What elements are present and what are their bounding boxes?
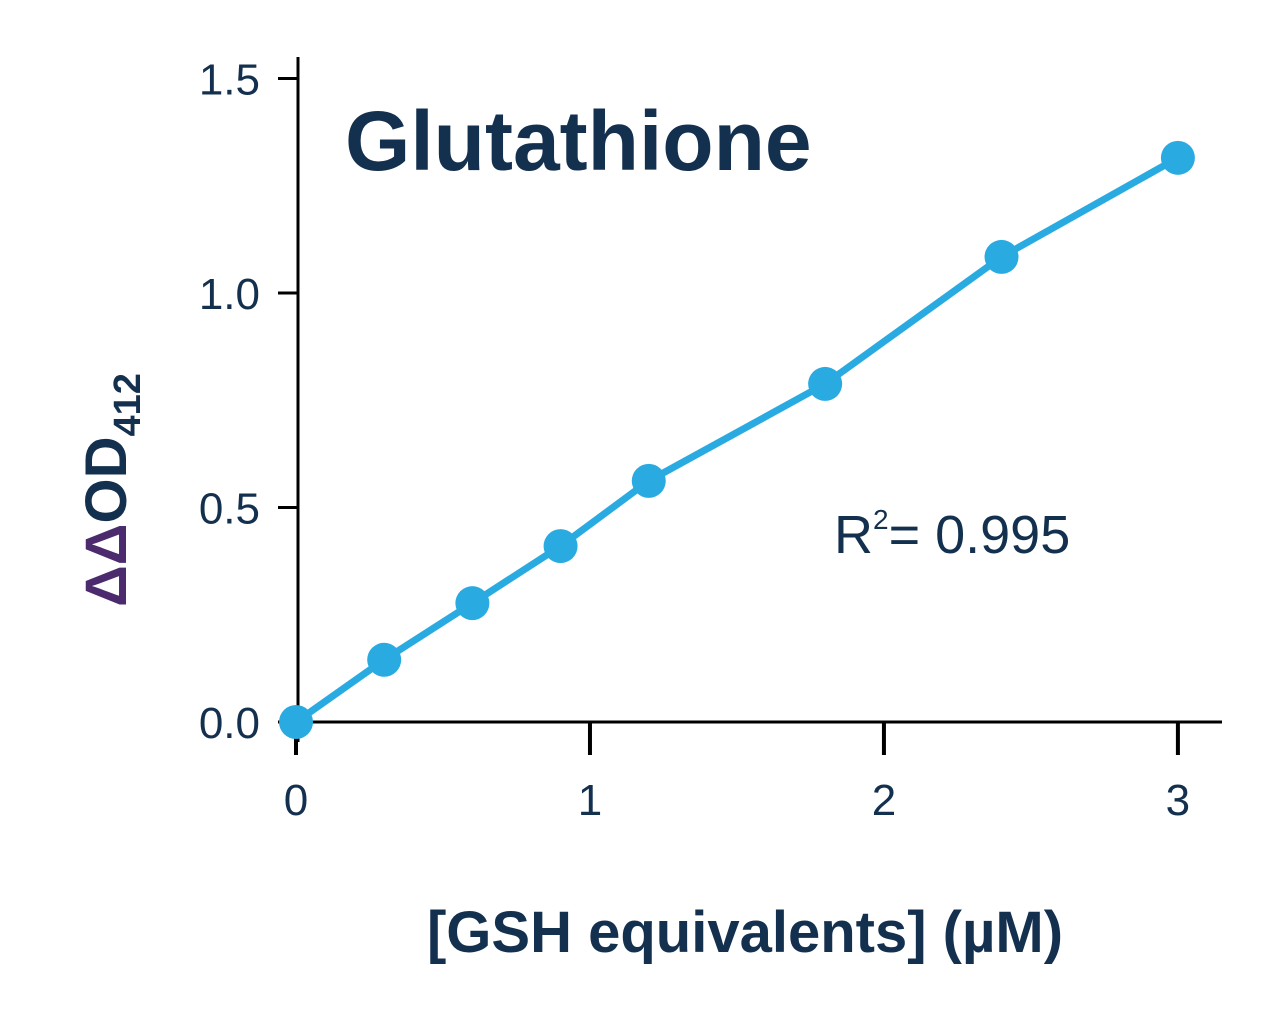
y-tick-label: 1.0 bbox=[199, 270, 260, 319]
data-point bbox=[455, 586, 490, 621]
y-tick-label: 0.0 bbox=[199, 699, 260, 748]
y-tick-label: 0.5 bbox=[199, 484, 260, 533]
x-tick-label: 0 bbox=[284, 776, 308, 825]
y-label-sub: 412 bbox=[107, 373, 149, 436]
data-point bbox=[808, 366, 843, 401]
series-line bbox=[293, 154, 1180, 725]
y-label-delta: ΔΔ bbox=[74, 524, 139, 607]
y-tick-label: 1.5 bbox=[199, 55, 260, 104]
y-axis-label: ΔΔOD412 bbox=[74, 373, 149, 607]
data-point bbox=[984, 239, 1019, 274]
data-point bbox=[367, 642, 402, 677]
annotation-base: R bbox=[834, 505, 873, 565]
annotation-sup: 2 bbox=[873, 504, 889, 535]
annotation-rest: = 0.995 bbox=[889, 505, 1071, 565]
x-tick-label: 3 bbox=[1166, 776, 1190, 825]
data-point bbox=[543, 529, 578, 564]
x-tick-label: 2 bbox=[872, 776, 896, 825]
x-tick-label: 1 bbox=[578, 776, 602, 825]
data-point bbox=[279, 705, 313, 739]
annotation: R2= 0.995 bbox=[834, 504, 1070, 565]
y-label-main: OD bbox=[74, 437, 139, 524]
data-point bbox=[1160, 140, 1195, 175]
data-point bbox=[631, 463, 666, 498]
x-axis-label: [GSH equivalents] (µM) bbox=[427, 900, 1063, 965]
chart-title: Glutathione bbox=[345, 94, 812, 188]
